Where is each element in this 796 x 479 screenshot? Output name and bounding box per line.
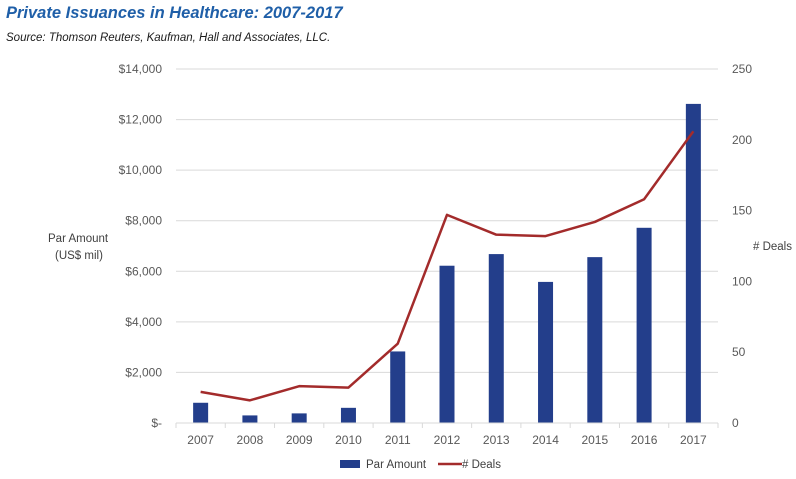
x-tick-label: 2010 [335, 433, 362, 447]
bar-2009 [291, 413, 307, 423]
legend-swatch-par-amount [340, 460, 360, 468]
right-tick-label: 0 [732, 416, 739, 430]
x-axis-ticks: 2007 2008 2009 2010 2011 2012 2013 2014 2015 2016… [175, 423, 719, 447]
bar-2010 [340, 407, 356, 423]
left-tick-label: $4,000 [125, 315, 162, 329]
right-tick-label: 200 [732, 133, 752, 147]
x-tick-label: 2013 [483, 433, 510, 447]
bar-2012 [439, 265, 455, 423]
x-tick-label: 2014 [532, 433, 559, 447]
left-tick-label: $14,000 [119, 62, 163, 76]
x-tick-label: 2012 [434, 433, 461, 447]
right-tick-label: 100 [732, 274, 752, 288]
right-tick-label: 50 [732, 345, 746, 359]
line-series-deals [200, 130, 695, 402]
legend-label-deals: # Deals [462, 459, 501, 471]
legend-label-par-amount: Par Amount [366, 459, 427, 471]
bar-2008 [242, 415, 258, 423]
x-tick-label: 2011 [385, 433, 411, 447]
x-tick-label: 2007 [187, 433, 214, 447]
x-tick-label: 2009 [286, 433, 313, 447]
bar-2017 [685, 103, 701, 423]
chart-title: Private Issuances in Healthcare: 2007-20… [6, 4, 343, 22]
x-tick-label: 2008 [237, 433, 264, 447]
left-axis-ticks: $- $2,000 $4,000 $6,000 $8,000 $10,000 $12,000… [119, 62, 163, 430]
left-axis-title-line2: (US$ mil) [55, 250, 103, 262]
bar-2015 [587, 257, 603, 423]
left-tick-label: $- [151, 416, 162, 430]
left-axis-title-line1: Par Amount [48, 233, 109, 245]
x-tick-label: 2016 [631, 433, 658, 447]
gridlines [176, 68, 718, 373]
bar-2014 [538, 281, 554, 423]
x-tick-label: 2017 [680, 433, 707, 447]
bar-2007 [193, 402, 209, 423]
right-tick-label: 150 [732, 204, 752, 218]
right-axis-title: # Deals [753, 241, 792, 253]
right-axis-ticks: 0 50 100 150 200 250 [732, 62, 752, 430]
left-tick-label: $2,000 [125, 365, 162, 379]
bar-2013 [488, 254, 504, 423]
chart-subtitle: Source: Thomson Reuters, Kaufman, Hall a… [6, 32, 331, 44]
left-tick-label: $12,000 [119, 113, 163, 127]
left-tick-label: $10,000 [119, 163, 163, 177]
bar-2011 [390, 351, 406, 423]
right-tick-label: 250 [732, 62, 752, 76]
legend: Par Amount # Deals [340, 459, 501, 471]
bar-series-par-amount [193, 103, 701, 423]
bar-2016 [636, 227, 652, 423]
x-tick-label: 2015 [581, 433, 608, 447]
left-tick-label: $8,000 [125, 214, 162, 228]
left-tick-label: $6,000 [125, 264, 162, 278]
